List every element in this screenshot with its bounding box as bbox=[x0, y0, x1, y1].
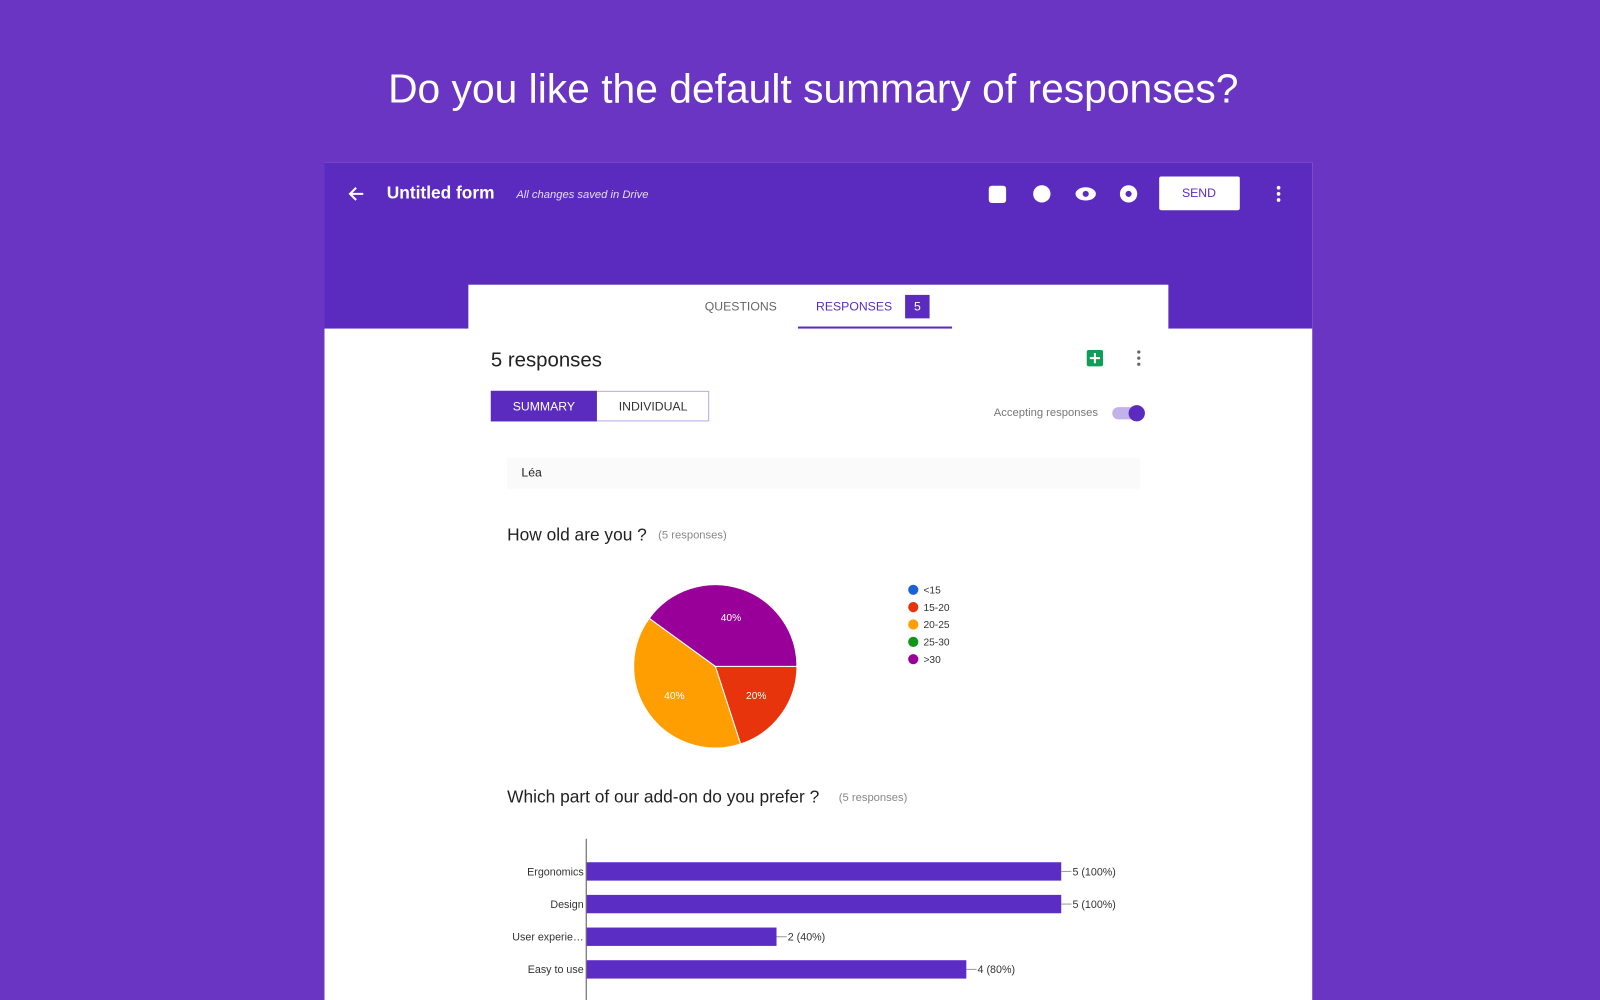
count-badge bbox=[905, 294, 930, 319]
legend-label: 15-20 bbox=[923, 603, 949, 614]
pie-slice bbox=[714, 665, 798, 745]
legend-label: >30 bbox=[923, 655, 941, 666]
accepting-label: Accepting responses bbox=[994, 407, 1099, 419]
legend-label: <15 bbox=[923, 586, 941, 597]
category-label: Ergonomics bbox=[527, 866, 584, 878]
form-title[interactable]: Untitled form bbox=[387, 182, 495, 202]
value-label: 5 (100%) bbox=[1072, 866, 1115, 878]
palette-icon[interactable] bbox=[1033, 185, 1051, 203]
bar bbox=[586, 862, 1062, 881]
slice-label: 20% bbox=[746, 691, 766, 702]
count-badge-text: 5 bbox=[914, 299, 921, 313]
questions-tab[interactable]: QUESTIONS bbox=[705, 299, 777, 313]
value-label: 4 (80%) bbox=[978, 964, 1015, 976]
respondent-row bbox=[507, 458, 1140, 489]
legend-label: 20-25 bbox=[923, 620, 949, 631]
legend-swatch bbox=[908, 584, 919, 595]
toggle-knob[interactable] bbox=[1128, 405, 1145, 422]
back-arrow[interactable] bbox=[348, 187, 364, 201]
category-label: Easy to use bbox=[528, 964, 584, 976]
legend-swatch bbox=[908, 619, 919, 630]
legend-swatch bbox=[908, 654, 919, 665]
pie-slice bbox=[648, 584, 798, 667]
bar bbox=[586, 894, 1062, 914]
individual-label[interactable]: INDIVIDUAL bbox=[619, 399, 688, 413]
bar-title: Which part of our add-on do you prefer ? bbox=[507, 787, 819, 807]
tab-indicator bbox=[797, 326, 953, 329]
pie-subtitle: (5 responses) bbox=[658, 530, 727, 542]
bar-subtitle: (5 responses) bbox=[839, 792, 908, 804]
category-label: Design bbox=[550, 899, 583, 911]
settings-hole bbox=[1125, 190, 1132, 197]
responses-title: 5 responses bbox=[491, 350, 602, 372]
preview-pupil bbox=[1082, 190, 1089, 197]
pie-title: How old are you ? bbox=[507, 524, 647, 544]
summary-label: SUMMARY bbox=[513, 399, 575, 413]
pie-slice bbox=[633, 617, 742, 749]
legend-label: 25-30 bbox=[923, 638, 949, 649]
sheets-cross bbox=[1089, 353, 1100, 364]
save-status: All changes saved in Drive bbox=[515, 189, 648, 201]
slice-label: 40% bbox=[664, 691, 684, 702]
value-label: 5 (100%) bbox=[1072, 899, 1115, 911]
headline: Do you like the default summary of respo… bbox=[388, 66, 1238, 112]
legend-swatch bbox=[908, 636, 919, 647]
addon-icon[interactable] bbox=[988, 185, 1007, 204]
bar bbox=[586, 960, 967, 979]
responses-tab[interactable]: RESPONSES bbox=[816, 299, 892, 313]
send-button[interactable] bbox=[1159, 176, 1240, 211]
value-label: 2 (40%) bbox=[788, 932, 825, 944]
legend-swatch bbox=[908, 602, 919, 613]
category-label: User experie… bbox=[512, 932, 583, 944]
slice-label: 40% bbox=[721, 613, 741, 624]
send-label: SEND bbox=[1182, 186, 1216, 200]
card-menu[interactable] bbox=[1137, 350, 1141, 366]
summary-button[interactable] bbox=[490, 390, 597, 422]
bar bbox=[586, 927, 777, 946]
respondent-name: Léa bbox=[521, 466, 542, 480]
more-menu[interactable] bbox=[1276, 185, 1281, 202]
